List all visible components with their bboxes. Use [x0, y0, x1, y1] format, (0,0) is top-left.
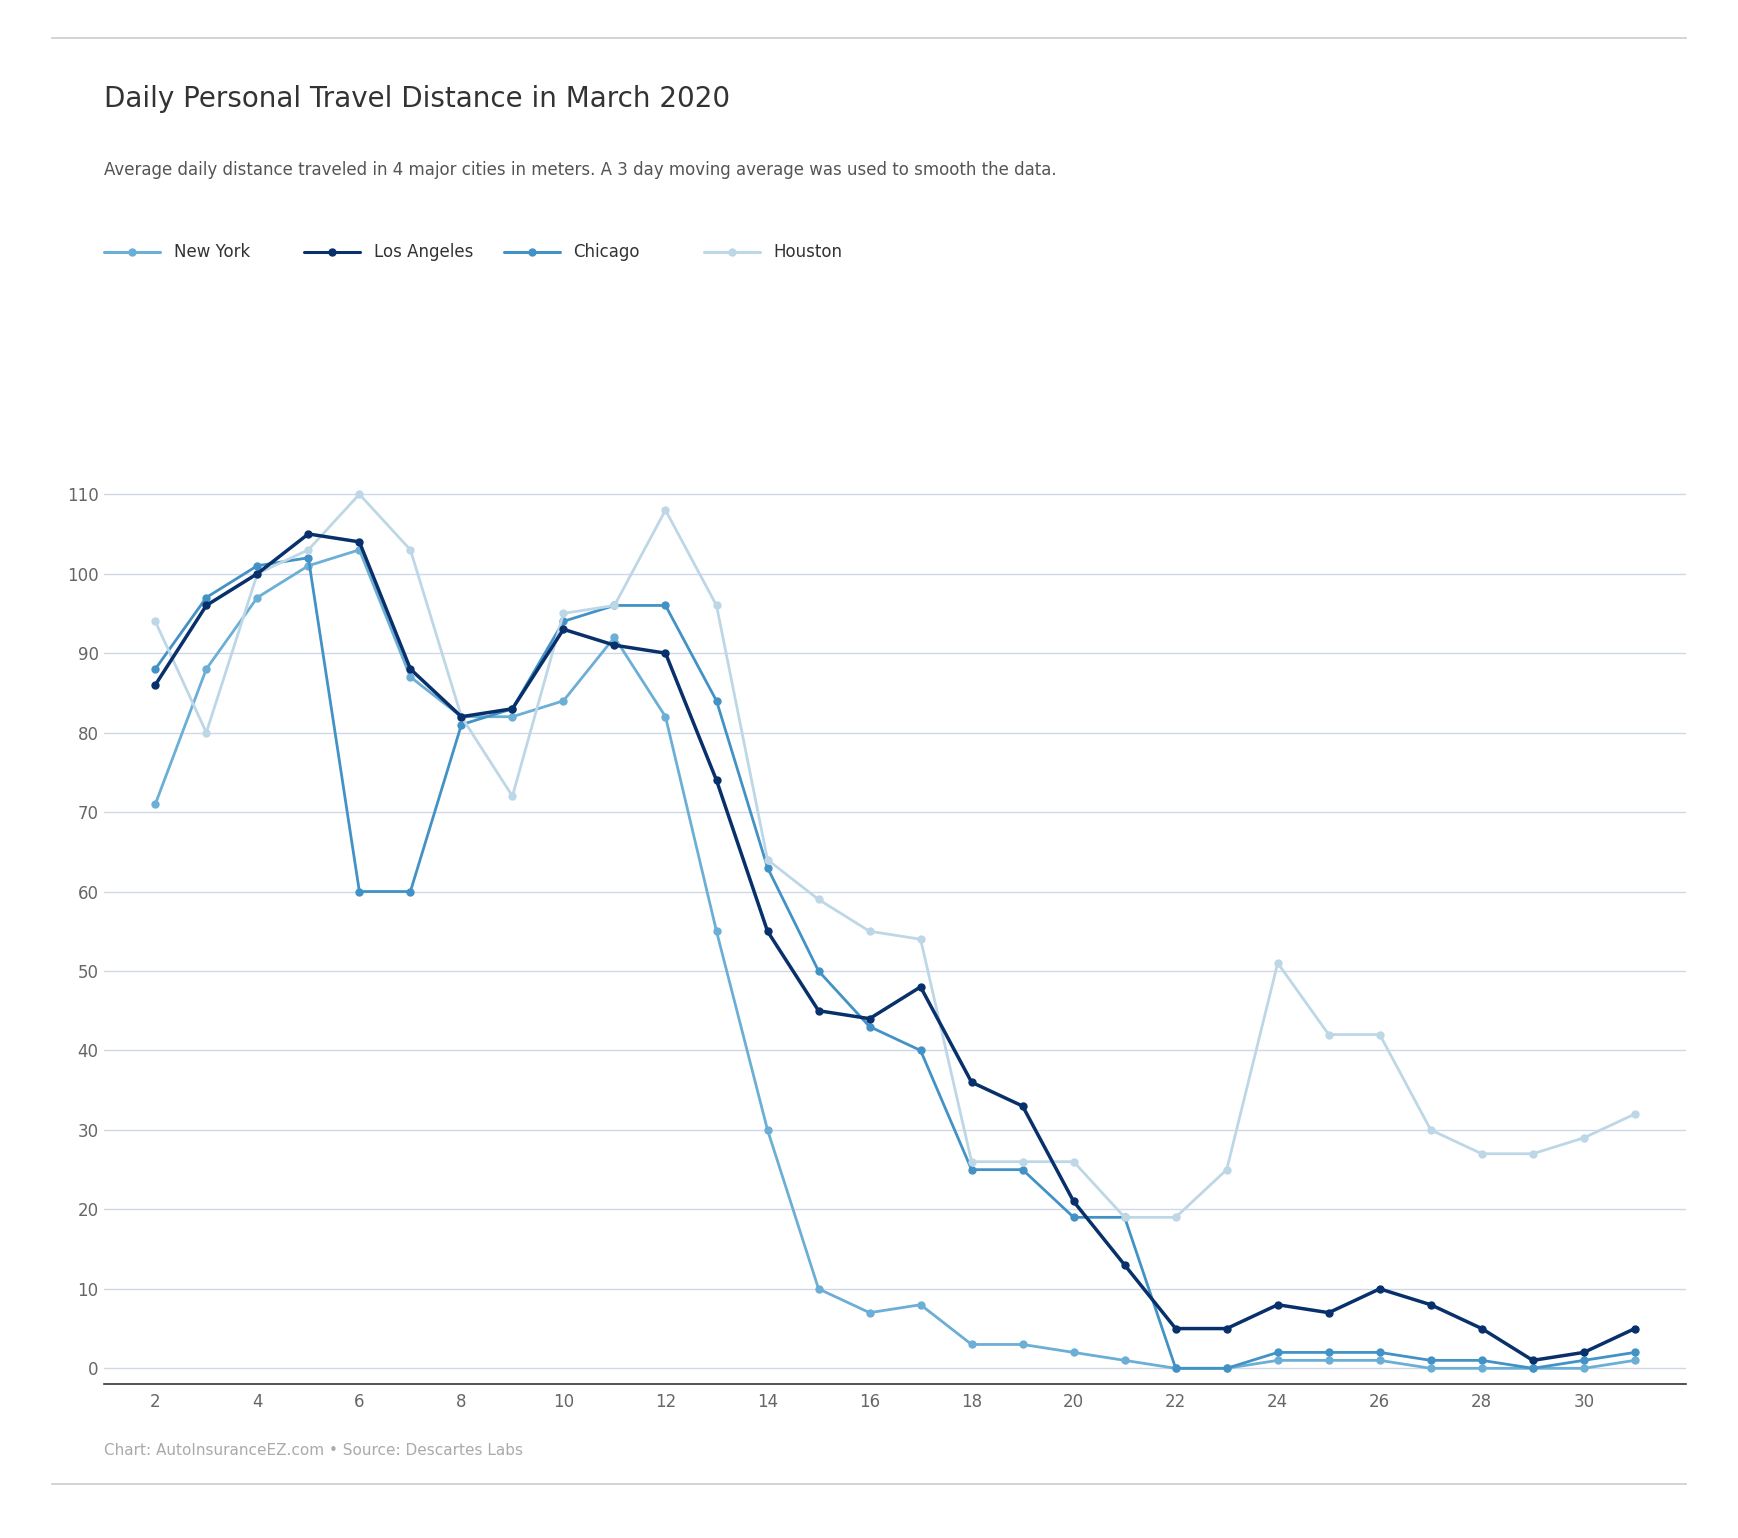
Text: Daily Personal Travel Distance in March 2020: Daily Personal Travel Distance in March …	[104, 85, 730, 112]
Text: Houston: Houston	[773, 243, 843, 261]
Text: New York: New York	[174, 243, 250, 261]
Text: Los Angeles: Los Angeles	[374, 243, 473, 261]
Text: Chicago: Chicago	[574, 243, 640, 261]
Text: Average daily distance traveled in 4 major cities in meters. A 3 day moving aver: Average daily distance traveled in 4 maj…	[104, 161, 1057, 180]
Text: Chart: AutoInsuranceEZ.com • Source: Descartes Labs: Chart: AutoInsuranceEZ.com • Source: Des…	[104, 1443, 523, 1458]
